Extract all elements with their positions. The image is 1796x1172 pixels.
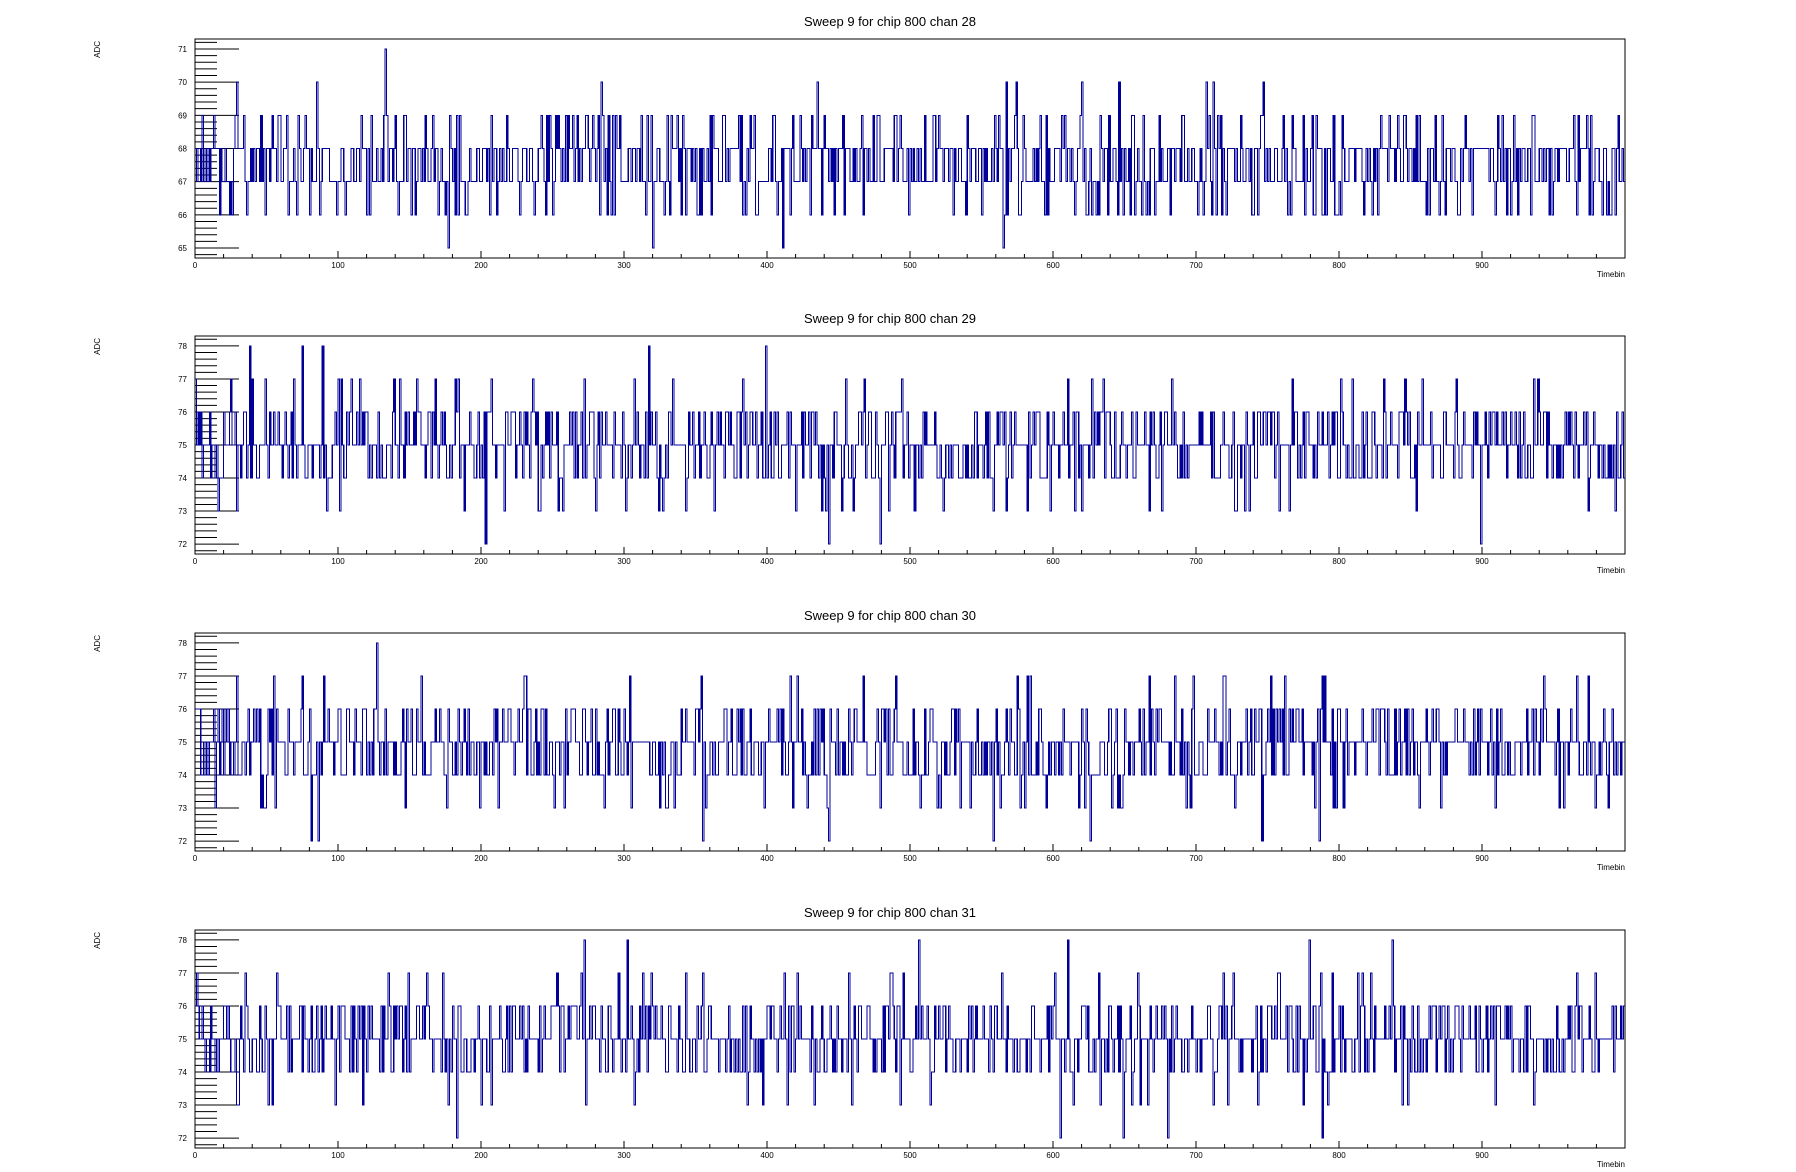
y-tick-label: 67 bbox=[178, 178, 187, 187]
x-tick-label: 300 bbox=[617, 557, 631, 566]
series-trace bbox=[195, 642, 1625, 842]
x-axis-label: Timebin bbox=[1597, 1160, 1625, 1169]
x-tick-label: 500 bbox=[903, 261, 917, 270]
y-tick-label: 65 bbox=[178, 244, 187, 253]
x-tick-label: 200 bbox=[474, 261, 488, 270]
x-tick-label: 900 bbox=[1475, 261, 1489, 270]
x-axis-label: Timebin bbox=[1597, 863, 1625, 872]
chart-panel-3: Sweep 9 for chip 800 chan 31 ADC Timebin 0 1… bbox=[93, 905, 1626, 1169]
x-axis-label: Timebin bbox=[1597, 270, 1625, 279]
chart-title: Sweep 9 for chip 800 chan 29 bbox=[804, 311, 976, 326]
y-tick-label: 72 bbox=[178, 1134, 187, 1143]
y-axis-label: ADC bbox=[93, 41, 102, 58]
x-tick-label: 200 bbox=[474, 854, 488, 863]
y-tick-label: 71 bbox=[178, 45, 187, 54]
x-tick-label: 900 bbox=[1475, 1151, 1489, 1160]
x-tick-label: 800 bbox=[1332, 1151, 1346, 1160]
x-tick-label: 200 bbox=[474, 1151, 488, 1160]
x-tick-label: 100 bbox=[331, 854, 345, 863]
y-tick-label: 77 bbox=[178, 375, 187, 384]
x-tick-label: 800 bbox=[1332, 854, 1346, 863]
y-tick-label: 75 bbox=[178, 738, 187, 747]
series-trace bbox=[195, 939, 1625, 1139]
y-tick-label: 75 bbox=[178, 441, 187, 450]
x-tick-label: 800 bbox=[1332, 557, 1346, 566]
y-tick-label: 74 bbox=[178, 1068, 187, 1077]
y-tick-label: 76 bbox=[178, 1002, 187, 1011]
y-tick-label: 74 bbox=[178, 771, 187, 780]
x-tick-label: 700 bbox=[1189, 261, 1203, 270]
y-tick-label: 74 bbox=[178, 474, 187, 483]
y-tick-label: 75 bbox=[178, 1035, 187, 1044]
y-tick-label: 72 bbox=[178, 837, 187, 846]
x-tick-label: 0 bbox=[193, 854, 198, 863]
chart-title: Sweep 9 for chip 800 chan 28 bbox=[804, 14, 976, 29]
x-tick-label: 500 bbox=[903, 557, 917, 566]
x-axis-label: Timebin bbox=[1597, 566, 1625, 575]
x-tick-label: 600 bbox=[1046, 1151, 1060, 1160]
x-tick-label: 900 bbox=[1475, 557, 1489, 566]
x-tick-label: 100 bbox=[331, 1151, 345, 1160]
x-tick-label: 600 bbox=[1046, 854, 1060, 863]
x-tick-label: 800 bbox=[1332, 261, 1346, 270]
y-axis-label: ADC bbox=[93, 338, 102, 355]
x-tick-label: 0 bbox=[193, 261, 198, 270]
chart-title: Sweep 9 for chip 800 chan 30 bbox=[804, 608, 976, 623]
y-tick-label: 69 bbox=[178, 111, 187, 120]
y-tick-label: 76 bbox=[178, 705, 187, 714]
y-tick-label: 77 bbox=[178, 672, 187, 681]
x-tick-label: 700 bbox=[1189, 1151, 1203, 1160]
y-tick-label: 73 bbox=[178, 1101, 187, 1110]
y-tick-label: 70 bbox=[178, 78, 187, 87]
x-tick-label: 400 bbox=[760, 1151, 774, 1160]
x-tick-label: 300 bbox=[617, 1151, 631, 1160]
y-axis-label: ADC bbox=[93, 932, 102, 949]
y-tick-label: 78 bbox=[178, 342, 187, 351]
x-tick-label: 100 bbox=[331, 557, 345, 566]
x-tick-label: 300 bbox=[617, 261, 631, 270]
chart-panel-2: Sweep 9 for chip 800 chan 30 ADC Timebin 0 1… bbox=[93, 608, 1626, 872]
x-tick-label: 500 bbox=[903, 1151, 917, 1160]
y-tick-label: 78 bbox=[178, 936, 187, 945]
x-tick-label: 400 bbox=[760, 557, 774, 566]
y-tick-label: 77 bbox=[178, 969, 187, 978]
y-tick-label: 73 bbox=[178, 507, 187, 516]
y-tick-label: 78 bbox=[178, 639, 187, 648]
series-trace bbox=[195, 345, 1625, 545]
y-tick-label: 76 bbox=[178, 408, 187, 417]
chart-title: Sweep 9 for chip 800 chan 31 bbox=[804, 905, 976, 920]
x-tick-label: 100 bbox=[331, 261, 345, 270]
x-tick-label: 700 bbox=[1189, 854, 1203, 863]
x-tick-label: 500 bbox=[903, 854, 917, 863]
series-trace bbox=[195, 48, 1625, 249]
x-tick-label: 700 bbox=[1189, 557, 1203, 566]
y-axis-label: ADC bbox=[93, 635, 102, 652]
chart-panel-1: Sweep 9 for chip 800 chan 29 ADC Timebin 0 1… bbox=[93, 311, 1626, 575]
y-tick-label: 66 bbox=[178, 211, 187, 220]
x-tick-label: 200 bbox=[474, 557, 488, 566]
x-tick-label: 400 bbox=[760, 854, 774, 863]
x-tick-label: 400 bbox=[760, 261, 774, 270]
y-tick-label: 73 bbox=[178, 804, 187, 813]
x-tick-label: 0 bbox=[193, 1151, 198, 1160]
x-tick-label: 300 bbox=[617, 854, 631, 863]
x-tick-label: 900 bbox=[1475, 854, 1489, 863]
x-tick-label: 0 bbox=[193, 557, 198, 566]
chart-panel-0: Sweep 9 for chip 800 chan 28 ADC Timebin 0 1… bbox=[93, 14, 1626, 279]
x-tick-label: 600 bbox=[1046, 557, 1060, 566]
x-tick-label: 600 bbox=[1046, 261, 1060, 270]
y-tick-label: 68 bbox=[178, 145, 187, 154]
y-tick-label: 72 bbox=[178, 540, 187, 549]
